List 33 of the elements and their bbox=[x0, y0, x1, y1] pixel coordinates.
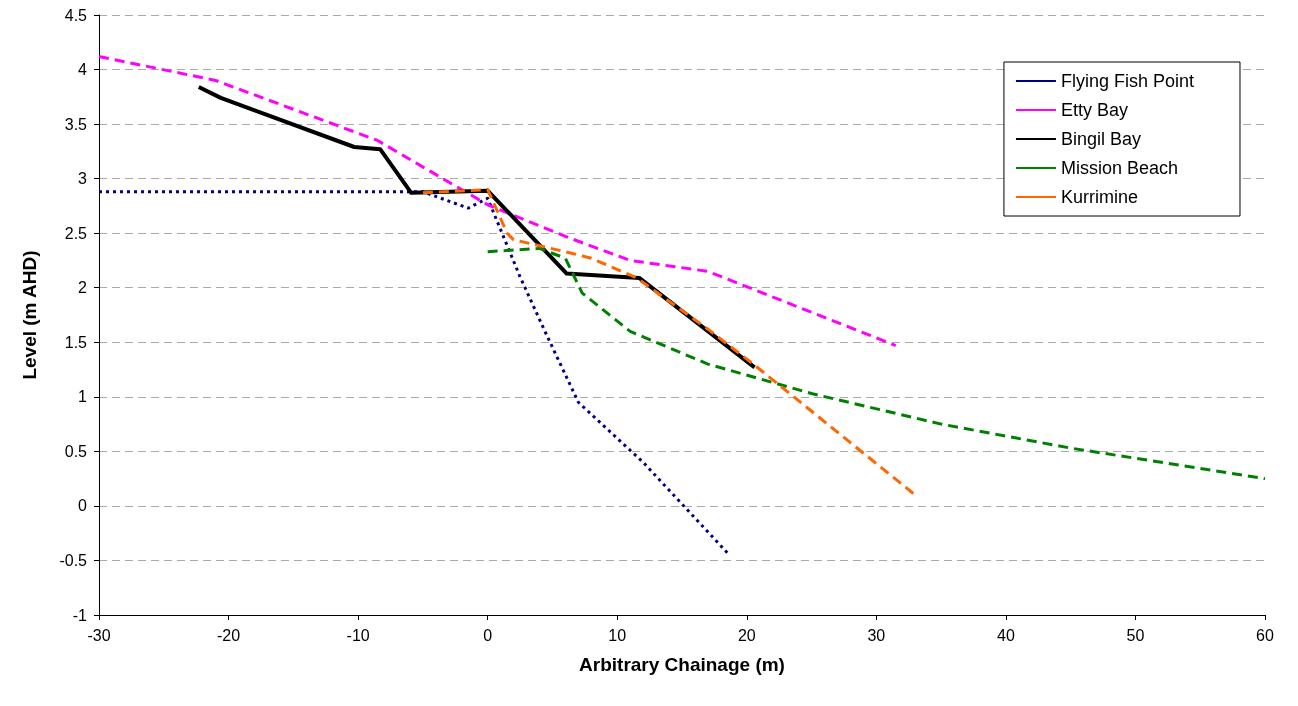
y-tick-label: -0.5 bbox=[59, 551, 88, 569]
y-tick-label: 1 bbox=[78, 388, 88, 406]
line-series bbox=[97, 190, 729, 555]
legend-label: Mission Beach bbox=[1060, 158, 1179, 178]
y-tick-label: 1.5 bbox=[64, 333, 88, 351]
legend-label: Etty Bay bbox=[1060, 100, 1128, 120]
y-tick-label: -1 bbox=[72, 606, 88, 624]
legend-label: Flying Fish Point bbox=[1060, 71, 1195, 91]
line-series bbox=[421, 188, 917, 497]
x-tick-label: 40 bbox=[996, 626, 1015, 644]
x-axis-title: Arbitrary Chainage (m) bbox=[579, 654, 785, 675]
y-tick-label: 2.5 bbox=[64, 224, 88, 242]
x-tick-label: -30 bbox=[87, 626, 111, 644]
y-tick-label: 4 bbox=[78, 61, 88, 79]
y-tick-label: 3 bbox=[78, 170, 88, 188]
y-axis-title: Level (m AHD) bbox=[19, 250, 40, 380]
y-tick-label: 0 bbox=[78, 497, 88, 515]
x-tick-label: -10 bbox=[346, 626, 370, 644]
y-tick-label: 4.5 bbox=[64, 6, 88, 24]
x-tick-label: 0 bbox=[483, 626, 493, 644]
y-tick-label: 0.5 bbox=[64, 442, 88, 460]
x-tick-label: 10 bbox=[608, 626, 627, 644]
x-tick-label: 20 bbox=[737, 626, 756, 644]
legend-label: Bingil Bay bbox=[1060, 129, 1141, 149]
y-tick-label: 2 bbox=[78, 279, 88, 297]
line-series bbox=[486, 246, 1267, 481]
line-series bbox=[97, 54, 898, 348]
legend-label: Kurrimine bbox=[1060, 187, 1138, 207]
x-tick-label: -20 bbox=[216, 626, 241, 644]
x-tick-label: 30 bbox=[867, 626, 886, 644]
x-tick-label: 50 bbox=[1126, 626, 1145, 644]
x-tick-label: 60 bbox=[1256, 626, 1274, 644]
y-tick-label: 3.5 bbox=[64, 115, 88, 133]
